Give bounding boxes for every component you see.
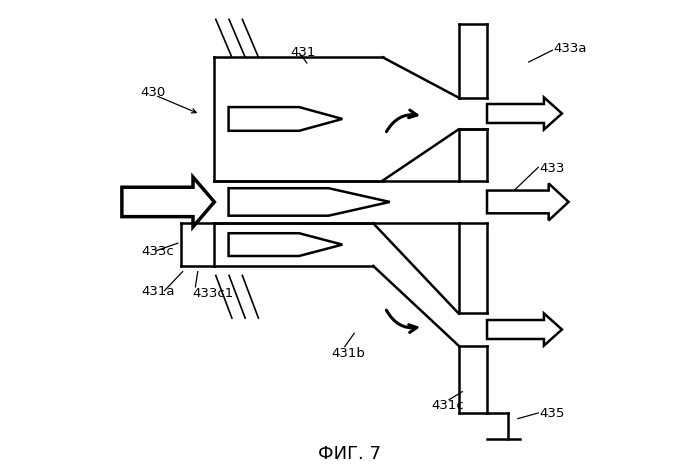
Text: 431c: 431c — [431, 398, 464, 411]
Polygon shape — [122, 178, 215, 228]
Text: 433a: 433a — [554, 42, 587, 55]
Text: ФИГ. 7: ФИГ. 7 — [318, 444, 381, 462]
Text: 431b: 431b — [331, 346, 366, 359]
Text: 433c1: 433c1 — [192, 286, 233, 299]
Polygon shape — [229, 234, 343, 257]
Polygon shape — [487, 98, 562, 130]
Polygon shape — [229, 189, 390, 216]
Text: 435: 435 — [539, 407, 565, 419]
Polygon shape — [487, 184, 568, 221]
Polygon shape — [229, 108, 343, 131]
Text: 433: 433 — [539, 161, 565, 174]
Polygon shape — [487, 314, 562, 346]
Text: 431a: 431a — [142, 285, 175, 298]
Text: 433c: 433c — [142, 245, 175, 258]
Text: 430: 430 — [140, 86, 165, 99]
Text: 431: 431 — [290, 46, 315, 59]
